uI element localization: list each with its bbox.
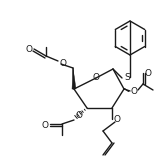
Text: O: O (114, 115, 120, 123)
Text: O: O (144, 69, 151, 79)
Text: O: O (131, 87, 137, 97)
Polygon shape (72, 68, 76, 89)
Text: S: S (124, 74, 130, 82)
Text: O: O (41, 121, 49, 129)
Text: O: O (59, 58, 66, 68)
Text: O: O (93, 74, 100, 82)
Text: O: O (76, 111, 83, 121)
Text: O: O (25, 46, 32, 54)
